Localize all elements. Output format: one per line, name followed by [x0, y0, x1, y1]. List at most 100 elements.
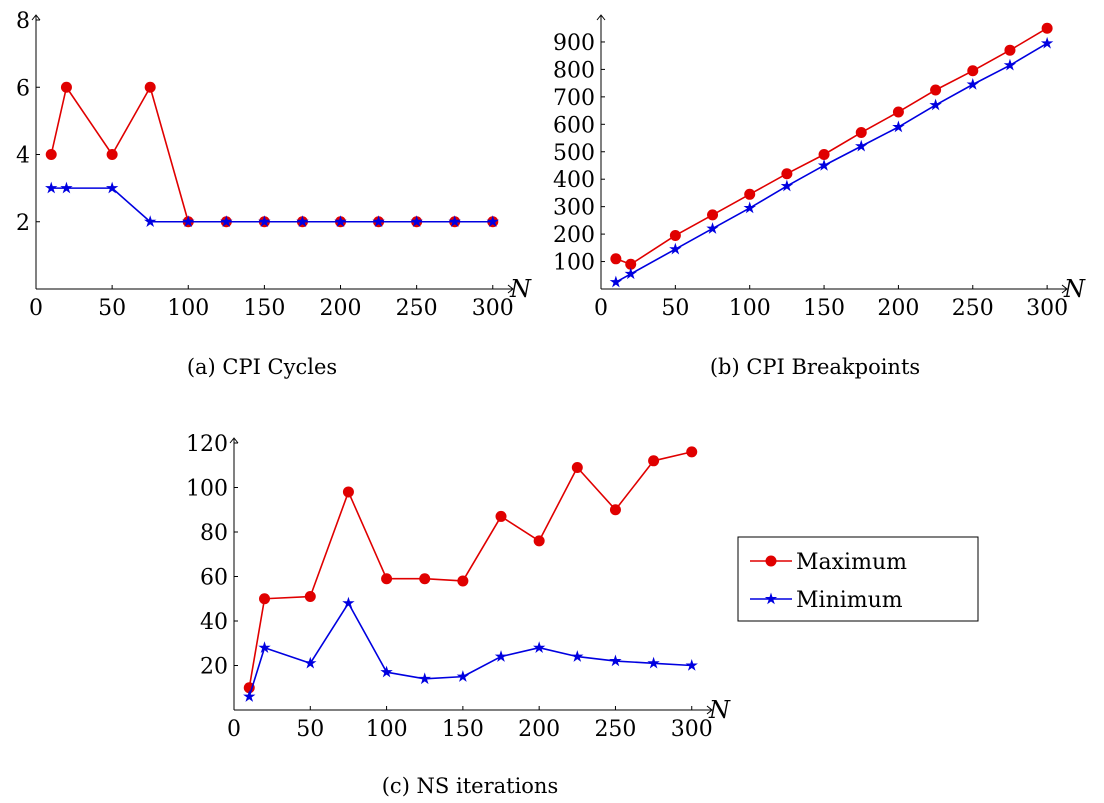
cpi-cycles-minimum-point-9 — [372, 215, 385, 228]
x-tick-label: 50 — [661, 296, 689, 321]
cpi-cycles-minimum-point-6 — [258, 215, 271, 228]
ns-iterations-minimum-point-11 — [647, 656, 660, 669]
cpi-breakpoints-minimum-point-8 — [892, 120, 905, 133]
cpi-breakpoints-maximum-point-11 — [1004, 44, 1016, 56]
ns-iterations-maximum-point-5 — [419, 573, 431, 585]
y-tick-label: 120 — [186, 432, 228, 457]
x-tick-label: 200 — [320, 296, 362, 321]
cpi-breakpoints-minimum-point-3 — [706, 222, 719, 234]
x-tick-label: 300 — [671, 717, 713, 742]
cpi-breakpoints-minimum-point-4 — [743, 201, 756, 214]
cpi-cycles-maximum-point-0 — [45, 149, 57, 160]
ns-iterations-minimum-point-6 — [456, 670, 470, 682]
x-tick-label: 300 — [1026, 296, 1068, 321]
ns-iterations-minimum-point-7 — [494, 650, 508, 662]
legend-marker-point-1 — [764, 592, 778, 605]
series-maximum — [45, 81, 499, 228]
x-tick-label: 0 — [227, 717, 241, 742]
cpi-breakpoints-minimum-point-1 — [624, 267, 637, 280]
series-minimum — [609, 36, 1054, 288]
x-axis-arrow — [706, 705, 713, 715]
x-axis-arrow — [1061, 284, 1068, 294]
cpi-cycles-minimum-point-1 — [60, 181, 73, 194]
cpi-cycles-maximum-point-3 — [144, 81, 156, 93]
y-tick-label: 300 — [553, 196, 595, 221]
x-tick-label: 50 — [296, 717, 324, 742]
cpi-breakpoints-maximum-point-0 — [610, 253, 622, 265]
y-tick-label: 900 — [553, 31, 595, 56]
cpi-breakpoints-minimum-point-5 — [780, 179, 794, 192]
series-maximum — [610, 22, 1053, 270]
cpi-breakpoints-minimum-point-7 — [855, 139, 868, 152]
x-tick-label: 200 — [518, 717, 560, 742]
cpi-breakpoints-maximum-point-6 — [818, 149, 830, 160]
series-minimum — [45, 181, 499, 228]
legend: Maximum Minimum — [737, 536, 979, 622]
y-tick-label: 600 — [553, 113, 595, 138]
cpi-cycles-minimum-point-5 — [220, 215, 233, 228]
series-line-minimum — [615, 42, 1048, 283]
legend-entry-maximum: Maximum — [750, 550, 907, 575]
cpi-breakpoints-maximum-point-4 — [744, 188, 756, 200]
series-minimum — [243, 596, 698, 702]
cpi-cycles-minimum-point-0 — [45, 181, 58, 194]
cpi-breakpoints-maximum-point-1 — [625, 258, 637, 270]
cpi-cycles-minimum-point-2 — [105, 181, 119, 194]
legend-entry-minimum: Minimum — [750, 588, 903, 613]
ns-iterations-maximum-point-4 — [381, 573, 393, 585]
y-tick-label: 700 — [553, 86, 595, 111]
legend-label: Maximum — [796, 550, 907, 575]
y-tick-label: 800 — [553, 58, 595, 83]
series-line-minimum — [248, 602, 692, 697]
cpi-breakpoints-maximum-point-8 — [892, 106, 904, 118]
ns-iterations-maximum-point-6 — [457, 575, 469, 587]
ns-iterations-maximum-point-1 — [259, 593, 271, 605]
chart-caption: (c) NS iterations — [382, 774, 559, 798]
cpi-breakpoints-maximum-point-7 — [855, 127, 867, 139]
ns-iterations-maximum-point-10 — [609, 504, 621, 516]
x-axis-label: N — [1063, 275, 1086, 303]
cpi-breakpoints-maximum-point-3 — [707, 209, 719, 221]
y-tick-label: 20 — [200, 655, 228, 680]
y-axis-arrow — [596, 14, 606, 21]
cpi-breakpoints-minimum-point-12 — [1040, 36, 1054, 49]
cpi-cycles-minimum-point-11 — [448, 215, 461, 228]
cpi-breakpoints-minimum-point-10 — [966, 78, 979, 90]
ns-iterations-maximum-point-3 — [342, 486, 354, 498]
ns-iterations-minimum-point-2 — [304, 656, 317, 669]
y-tick-label: 8 — [16, 9, 30, 34]
y-tick-label: 80 — [200, 521, 228, 546]
cpi-breakpoints-maximum-point-5 — [781, 168, 793, 180]
cpi-breakpoints-maximum-point-12 — [1041, 22, 1053, 34]
legend-label: Minimum — [796, 588, 903, 613]
x-tick-label: 0 — [29, 296, 43, 321]
x-tick-label: 250 — [396, 296, 438, 321]
x-axis-arrow — [507, 284, 514, 294]
cpi-breakpoints-maximum-point-9 — [930, 84, 942, 96]
x-tick-label: 150 — [243, 296, 285, 321]
x-tick-label: 150 — [803, 296, 845, 321]
ns-iterations-maximum-point-12 — [686, 446, 698, 458]
ns-iterations-minimum-point-8 — [532, 641, 546, 653]
cpi-breakpoints-maximum-point-2 — [669, 229, 681, 241]
x-tick-label: 300 — [472, 296, 514, 321]
y-tick-label: 2 — [16, 211, 30, 236]
x-tick-label: 50 — [98, 296, 126, 321]
y-tick-label: 100 — [553, 251, 595, 276]
cpi-breakpoints-maximum-point-10 — [967, 65, 979, 77]
chart-ns-iterations: 0 50 100 150 200 250 300 20 40 60 80 100 120 N (c) NS … — [186, 432, 731, 798]
cpi-cycles-minimum-point-7 — [296, 215, 309, 228]
cpi-breakpoints-minimum-point-0 — [609, 275, 623, 288]
cpi-cycles-minimum-point-4 — [182, 215, 195, 228]
cpi-cycles-minimum-point-10 — [410, 215, 423, 228]
x-tick-label: 0 — [594, 296, 608, 321]
cpi-breakpoints-minimum-point-6 — [817, 158, 831, 171]
y-tick-label: 400 — [553, 168, 595, 193]
ns-iterations-maximum-point-11 — [648, 455, 660, 467]
x-tick-label: 100 — [729, 296, 771, 321]
ns-iterations-maximum-point-9 — [571, 461, 583, 473]
y-tick-label: 200 — [553, 223, 595, 248]
cpi-breakpoints-minimum-point-11 — [1003, 58, 1017, 71]
ns-iterations-minimum-point-0 — [243, 690, 256, 702]
